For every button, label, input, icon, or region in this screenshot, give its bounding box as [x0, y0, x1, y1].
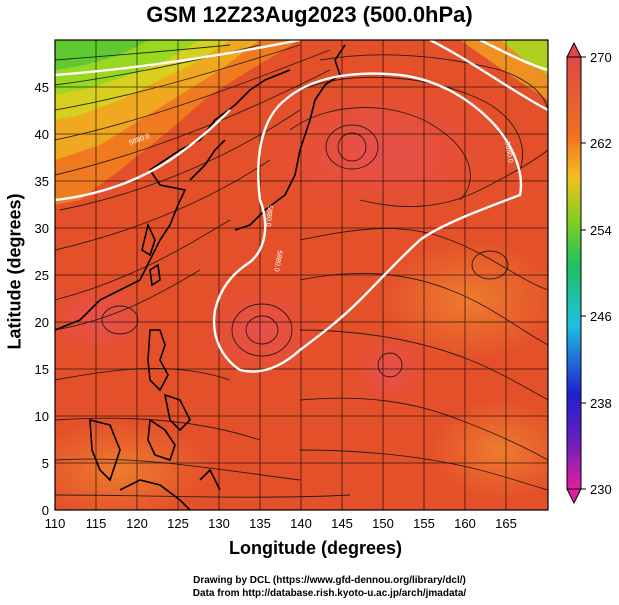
y-tick-label: 35: [35, 174, 49, 189]
x-tick-labels: 110 115 120 125 130 135 140 145 150 155 …: [45, 516, 517, 531]
coastlines: [55, 44, 346, 510]
colorbar-tick-label: 254: [590, 223, 612, 238]
colorbar-tick-label: 230: [590, 482, 612, 497]
colorbar-tick-label: 262: [590, 136, 612, 151]
plot-frame: [54, 39, 549, 511]
x-tick-label: 135: [249, 516, 271, 531]
y-tick-label: 40: [35, 127, 49, 142]
contour-label: 5880.0: [272, 250, 283, 272]
contour-5880: [55, 40, 548, 373]
credits: Drawing by DCL (https://www.gfd-dennou.o…: [0, 574, 619, 600]
x-tick-label: 145: [331, 516, 353, 531]
y-tick-labels: 0 5 10 15 20 25 30 35 40 45: [35, 80, 49, 518]
x-tick-label: 125: [167, 516, 189, 531]
y-tick-label: 0: [42, 503, 49, 518]
y-tick-label: 15: [35, 362, 49, 377]
credit-drawing: Drawing by DCL (https://www.gfd-dennou.o…: [193, 575, 466, 586]
colorbar-max-arrow: [566, 41, 582, 58]
x-tick-label: 130: [208, 516, 230, 531]
wind-streamlines: [55, 44, 548, 498]
colorbar-min-arrow: [566, 488, 582, 505]
y-axis-label: Latitude (degrees): [4, 193, 25, 350]
y-tick-label: 25: [35, 268, 49, 283]
colorbar-tick-label: 270: [590, 50, 612, 65]
x-tick-label: 165: [495, 516, 517, 531]
x-tick-label: 155: [413, 516, 435, 531]
x-tick-label: 110: [45, 516, 66, 531]
x-tick-label: 120: [126, 516, 148, 531]
graticule: [54, 40, 548, 510]
x-tick-label: 150: [372, 516, 394, 531]
colorbar: 270 262 254 246 238 230: [566, 41, 612, 505]
x-tick-label: 140: [290, 516, 312, 531]
x-tick-label: 115: [86, 516, 107, 531]
y-tick-label: 45: [35, 80, 49, 95]
y-tick-label: 30: [35, 221, 49, 236]
colorbar-tick-label: 238: [590, 396, 612, 411]
contour-label: 5880.0: [503, 141, 514, 163]
x-tick-label: 160: [454, 516, 476, 531]
contour-label: 5880.0: [264, 205, 273, 227]
y-tick-label: 5: [42, 456, 49, 471]
y-tick-label: 10: [35, 409, 49, 424]
y-tick-label: 20: [35, 315, 49, 330]
colorbar-tick-label: 246: [590, 309, 612, 324]
x-axis-label: Longitude (degrees): [228, 538, 402, 558]
map-title: GSM 12Z23Aug2023 (500.0hPa): [146, 2, 473, 27]
credit-data: Data from http://database.rish.kyoto-u.a…: [192, 588, 467, 599]
